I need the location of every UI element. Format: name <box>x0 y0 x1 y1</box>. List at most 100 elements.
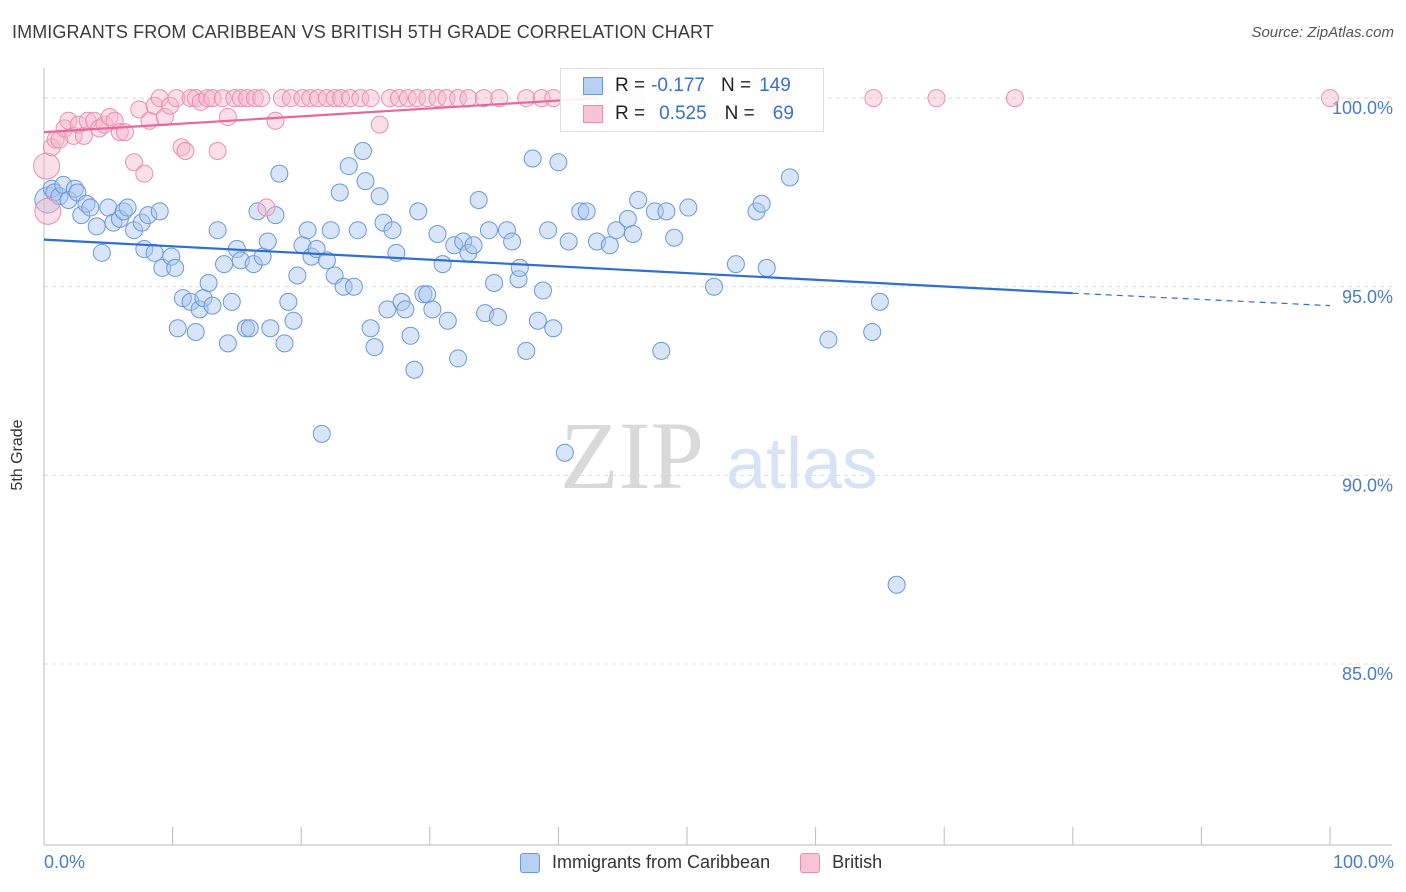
data-point <box>288 266 307 285</box>
data-point <box>927 89 946 108</box>
data-point <box>361 319 380 338</box>
data-point <box>270 164 289 183</box>
data-point <box>332 89 351 108</box>
data-point <box>503 232 522 251</box>
y-tick-labels: 85.0% 90.0% 95.0% 100.0% <box>1332 98 1393 684</box>
data-point <box>266 206 285 225</box>
data-point <box>166 258 185 277</box>
data-point <box>705 277 724 296</box>
trend-line-caribbean <box>43 238 1073 295</box>
data-point <box>203 296 222 315</box>
data-point <box>780 168 799 187</box>
stats-n-label: N = <box>720 75 752 96</box>
stats-r-label: R = <box>615 103 646 124</box>
data-point <box>549 153 568 172</box>
data-point <box>238 89 257 108</box>
data-point <box>356 172 375 191</box>
data-point <box>370 187 389 206</box>
data-point <box>351 89 370 108</box>
data-point <box>139 206 158 225</box>
data-point <box>198 89 217 108</box>
chart-title: IMMIGRANTS FROM CARIBBEAN VS BRITISH 5TH… <box>12 22 714 42</box>
data-point <box>528 311 547 330</box>
data-point <box>454 232 473 251</box>
data-point <box>257 198 276 217</box>
data-point <box>490 89 509 108</box>
data-point <box>488 307 507 326</box>
stats-row-british: R = 0.525 N = 69 <box>561 99 794 129</box>
legend-item-british[interactable]: British <box>800 852 882 873</box>
watermark-zip: ZIP <box>560 402 704 509</box>
stats-swatch-caribbean <box>583 77 603 95</box>
data-point <box>726 255 745 274</box>
data-point <box>497 221 516 240</box>
data-point <box>618 209 637 228</box>
stats-n-value: 69 <box>772 103 794 124</box>
stats-r-value: -0.177 <box>651 75 705 96</box>
data-point <box>330 183 349 202</box>
legend-swatch-british <box>800 852 821 873</box>
stats-r-value: 0.525 <box>659 103 707 124</box>
data-point <box>215 255 234 274</box>
data-point <box>389 89 408 108</box>
data-point <box>162 247 181 266</box>
data-point <box>370 115 389 134</box>
data-point <box>428 224 447 243</box>
data-point <box>361 89 380 108</box>
data-point <box>130 100 149 119</box>
data-point <box>186 323 205 342</box>
data-point <box>544 319 563 338</box>
data-point <box>1321 89 1339 108</box>
data-point <box>469 191 488 210</box>
data-point <box>365 338 384 357</box>
data-point <box>59 191 78 210</box>
data-point <box>105 111 124 130</box>
data-point <box>378 300 397 319</box>
data-point <box>752 194 771 213</box>
data-point <box>445 236 464 255</box>
data-point <box>168 319 187 338</box>
data-point <box>433 255 452 274</box>
data-point <box>652 341 671 360</box>
trend-line-caribbean-extension <box>1072 292 1331 307</box>
data-point <box>887 575 906 594</box>
data-point <box>145 243 164 262</box>
data-point <box>418 285 437 304</box>
data-point <box>405 360 424 379</box>
trend-line-british <box>43 97 598 134</box>
data-point <box>517 341 536 360</box>
data-point <box>479 221 498 240</box>
data-point <box>208 141 227 160</box>
data-point <box>312 424 331 443</box>
data-point <box>348 221 367 240</box>
data-point <box>284 311 303 330</box>
y-tick-label: 100.0% <box>1332 98 1393 118</box>
data-point <box>92 243 111 262</box>
data-point <box>87 217 106 236</box>
data-point <box>317 251 336 270</box>
data-point <box>870 292 889 311</box>
data-point <box>523 149 542 168</box>
gridlines <box>44 97 1392 665</box>
data-point <box>571 202 590 221</box>
y-tick-label: 85.0% <box>1342 664 1393 684</box>
data-point <box>275 334 294 353</box>
data-point <box>665 228 684 247</box>
data-point <box>344 277 363 296</box>
data-point <box>279 292 298 311</box>
legend-item-caribbean[interactable]: Immigrants from Caribbean <box>520 852 770 873</box>
data-point <box>339 157 358 176</box>
data-point <box>252 89 271 108</box>
trend-lines <box>43 97 1331 307</box>
data-point <box>353 141 372 160</box>
data-point <box>222 292 241 311</box>
data-point <box>266 111 285 130</box>
data-point <box>203 89 222 108</box>
y-tick-label: 95.0% <box>1342 287 1393 307</box>
data-point <box>380 89 399 108</box>
data-point <box>240 319 259 338</box>
data-point <box>199 273 218 292</box>
series-legend: Immigrants from Caribbean British <box>520 852 912 873</box>
data-point <box>607 221 626 240</box>
data-point <box>517 89 536 108</box>
